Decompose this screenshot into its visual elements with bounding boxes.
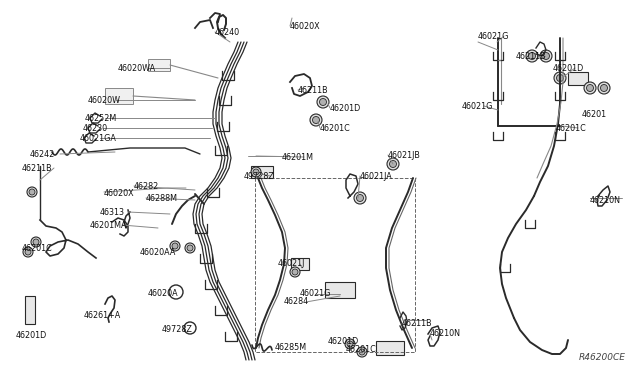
Bar [148,59,170,71]
Circle shape [529,52,536,60]
Circle shape [356,195,364,202]
Text: 46020X: 46020X [104,189,134,198]
Circle shape [23,247,33,257]
Text: 46240: 46240 [215,28,240,36]
Circle shape [292,269,298,275]
Circle shape [390,160,397,167]
Circle shape [31,237,41,247]
Text: 46230: 46230 [83,124,108,132]
Text: 46021GA: 46021GA [80,134,117,142]
Circle shape [584,82,596,94]
Circle shape [172,243,178,249]
Circle shape [170,241,180,251]
Text: 46021G: 46021G [300,289,332,298]
Text: 46201D: 46201D [16,330,47,340]
Text: 46020X: 46020X [290,22,321,31]
Circle shape [345,339,355,349]
Text: R46200CE: R46200CE [579,353,626,362]
Text: 46210N: 46210N [430,330,461,339]
Text: 46021G: 46021G [462,102,493,110]
Circle shape [29,189,35,195]
Text: 46021G: 46021G [478,32,509,41]
Text: 46020A: 46020A [148,289,179,298]
Text: 46201C: 46201C [556,124,587,132]
Text: 46211B: 46211B [402,320,433,328]
Circle shape [319,99,326,106]
Text: 46020WA: 46020WA [118,64,156,73]
Text: 46020AA: 46020AA [140,247,177,257]
Circle shape [354,192,366,204]
Circle shape [290,267,300,277]
Circle shape [543,52,550,60]
Text: 46261+A: 46261+A [84,311,121,321]
Text: 46242: 46242 [30,150,55,158]
Bar [568,71,588,84]
Bar [105,88,133,104]
Circle shape [557,74,563,81]
Text: 46201MA: 46201MA [90,221,127,230]
Circle shape [598,82,610,94]
Circle shape [310,114,322,126]
Circle shape [359,349,365,355]
Circle shape [586,84,593,92]
Circle shape [33,239,39,245]
Bar [25,296,35,324]
Circle shape [317,96,329,108]
Text: 49728Z: 49728Z [244,171,275,180]
Text: 46211B: 46211B [516,51,547,61]
Text: 46201D: 46201D [553,64,584,73]
Circle shape [357,347,367,357]
Text: 46021JB: 46021JB [388,151,421,160]
Text: 46284: 46284 [284,298,309,307]
Text: 46201C: 46201C [22,244,52,253]
Circle shape [540,50,552,62]
Circle shape [312,116,319,124]
Text: 46211B: 46211B [298,86,328,94]
Text: 46210N: 46210N [590,196,621,205]
Bar [291,258,309,270]
Circle shape [253,169,259,175]
Circle shape [554,72,566,84]
Bar [376,341,404,355]
Bar [325,282,355,298]
Text: 46201M: 46201M [282,153,314,161]
Text: 46201C: 46201C [320,124,351,132]
Text: 46020W: 46020W [88,96,121,105]
Circle shape [25,249,31,255]
Text: 46201C: 46201C [346,346,377,355]
Text: 46288M: 46288M [146,193,178,202]
Circle shape [187,245,193,251]
Circle shape [251,167,261,177]
Circle shape [27,187,37,197]
Text: 46201D: 46201D [328,337,359,346]
Text: 46021J: 46021J [278,260,305,269]
Text: 46211B: 46211B [22,164,52,173]
Text: 49728Z: 49728Z [162,326,193,334]
Text: 46201: 46201 [582,109,607,119]
Text: 46252M: 46252M [85,113,117,122]
Text: 46201D: 46201D [330,103,361,112]
Bar [251,166,273,178]
Text: 46282: 46282 [134,182,159,190]
Text: 46285M: 46285M [275,343,307,353]
Text: 46021JA: 46021JA [360,171,393,180]
Circle shape [185,243,195,253]
Circle shape [347,341,353,347]
Circle shape [600,84,607,92]
Circle shape [387,158,399,170]
Text: 46313: 46313 [100,208,125,217]
Circle shape [526,50,538,62]
